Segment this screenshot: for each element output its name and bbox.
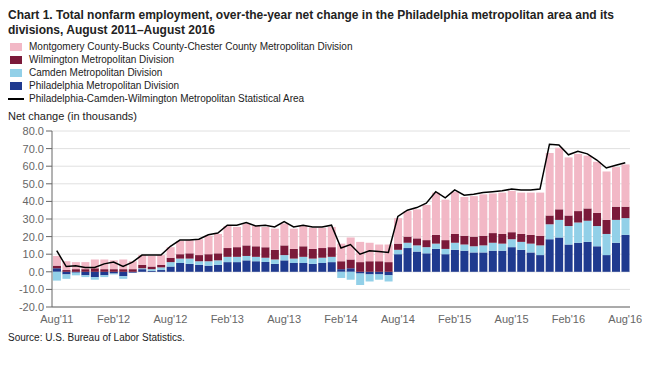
svg-text:80.0: 80.0 — [23, 125, 44, 137]
svg-text:Aug'16: Aug'16 — [608, 313, 642, 325]
svg-text:Aug'11: Aug'11 — [40, 313, 73, 325]
svg-text:60.0: 60.0 — [23, 160, 44, 172]
svg-text:Feb'14: Feb'14 — [324, 313, 357, 325]
html-text:Philadelphia Metropolitan Divi: Philadelphia Metropolitan Division — [29, 80, 180, 91]
svg-text:10.0: 10.0 — [23, 248, 44, 260]
svg-text:-10.0: -10.0 — [19, 283, 44, 295]
svg-text:Aug'12: Aug'12 — [153, 313, 187, 325]
svg-text:Feb'16: Feb'16 — [552, 313, 585, 325]
html-text:Camden Metropolitan Division: Camden Metropolitan Division — [29, 67, 163, 78]
svg-text:-20.0: -20.0 — [19, 301, 44, 313]
svg-text:Aug'15: Aug'15 — [495, 313, 529, 325]
svg-text:Feb'13: Feb'13 — [211, 313, 244, 325]
html-text:Net change (in thousands): Net change (in thousands) — [8, 110, 137, 122]
html-text:Source: U.S. Bureau of Labor S: Source: U.S. Bureau of Labor Statistics. — [8, 332, 185, 343]
html-text:Wilmington Metropolitan Divisi: Wilmington Metropolitan Division — [29, 54, 175, 65]
html-text:Chart 1. Total nonfarm employm: Chart 1. Total nonfarm employment, over-… — [8, 8, 614, 37]
svg-text:70.0: 70.0 — [23, 143, 44, 155]
svg-text:40.0: 40.0 — [23, 195, 44, 207]
svg-text:20.0: 20.0 — [23, 231, 44, 243]
svg-text:30.0: 30.0 — [23, 213, 44, 225]
svg-text:Aug'13: Aug'13 — [267, 313, 301, 325]
html-text:Montgomery County-Bucks County: Montgomery County-Bucks County-Chester C… — [29, 41, 353, 52]
svg-text:0.0: 0.0 — [29, 266, 44, 278]
svg-text:Feb'15: Feb'15 — [438, 313, 471, 325]
svg-text:Feb'12: Feb'12 — [97, 313, 130, 325]
html-text:Philadelphia-Camden-Wilmington: Philadelphia-Camden-Wilmington Metropoli… — [29, 93, 305, 104]
svg-text:Aug'14: Aug'14 — [381, 313, 415, 325]
svg-text:50.0: 50.0 — [23, 178, 44, 190]
